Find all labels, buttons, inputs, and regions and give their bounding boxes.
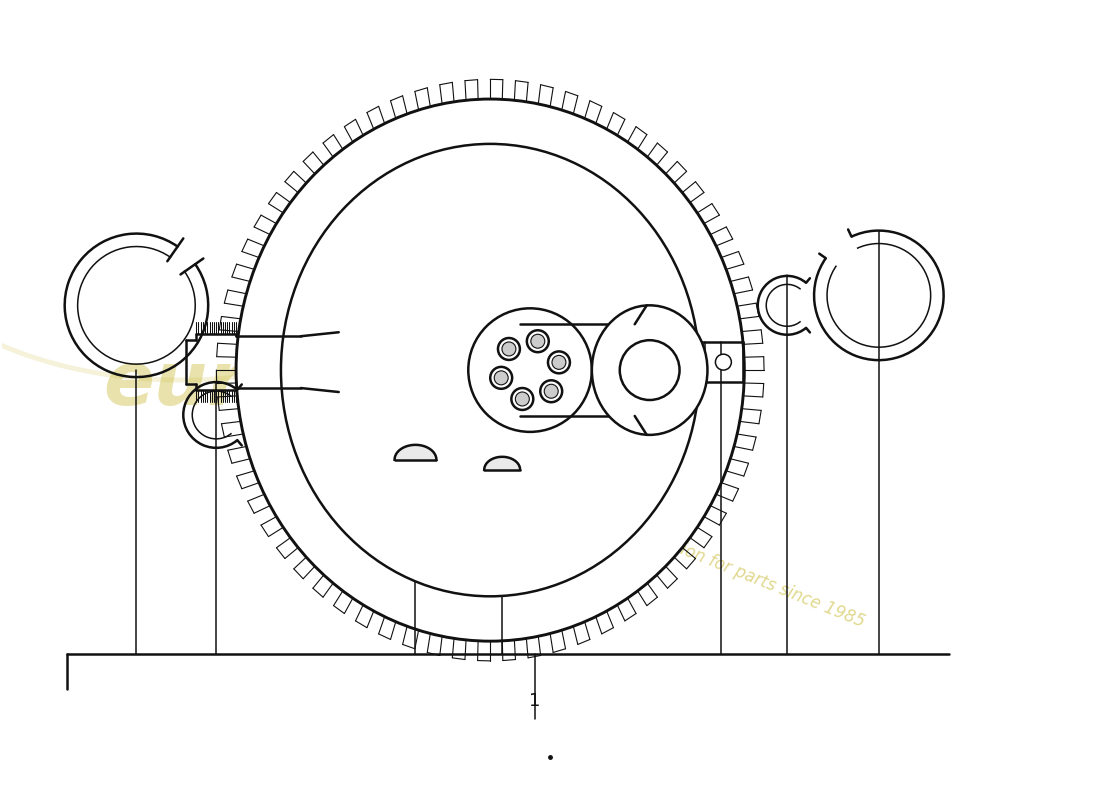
Ellipse shape [236, 99, 745, 641]
Circle shape [498, 338, 520, 360]
Text: 1: 1 [529, 692, 541, 710]
Ellipse shape [625, 324, 645, 416]
Text: a passion for parts since 1985: a passion for parts since 1985 [628, 520, 867, 630]
Circle shape [502, 342, 516, 356]
Circle shape [494, 371, 508, 385]
Ellipse shape [592, 306, 707, 435]
Circle shape [540, 380, 562, 402]
Circle shape [544, 384, 558, 398]
Circle shape [527, 330, 549, 352]
Circle shape [512, 388, 534, 410]
Circle shape [516, 392, 529, 406]
Circle shape [715, 354, 732, 370]
Text: euroParts: euroParts [103, 347, 515, 421]
Circle shape [491, 367, 513, 389]
Circle shape [552, 355, 565, 370]
Circle shape [548, 351, 570, 374]
Ellipse shape [469, 308, 592, 432]
Circle shape [619, 340, 680, 400]
Ellipse shape [280, 144, 700, 596]
Circle shape [531, 334, 544, 348]
